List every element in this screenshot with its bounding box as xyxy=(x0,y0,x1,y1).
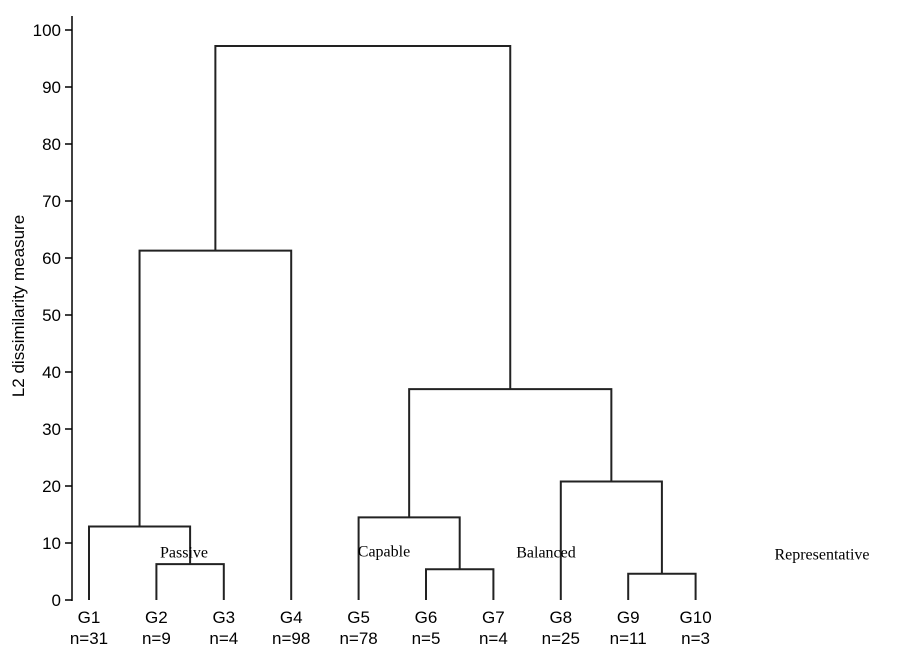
leaf-count-label: n=9 xyxy=(142,629,171,648)
leaf-label: G3 xyxy=(212,608,235,627)
dendrogram-link xyxy=(214,44,512,390)
leaf-labels: G1 n=31 G2 n=9 G3 n=4 G4 n=98 G5 n=78 G6 n=5 G7 n=4 G8… xyxy=(70,608,712,648)
y-tick-label: 70 xyxy=(42,192,61,211)
leaf-count-label: n=11 xyxy=(610,629,647,648)
leaf-count-label: n=4 xyxy=(209,629,238,648)
dendrogram-link xyxy=(155,563,225,600)
dendrogram-link xyxy=(408,388,613,518)
leaf-count-label: n=31 xyxy=(70,629,108,648)
cluster-annotation: Passive xyxy=(160,545,208,562)
cluster-annotation: Representative xyxy=(774,546,869,563)
leaf-label: G10 xyxy=(680,608,712,627)
leaf-label: G1 xyxy=(78,608,101,627)
y-tick-label: 100 xyxy=(33,21,61,40)
leaf-count-label: n=78 xyxy=(339,629,377,648)
leaf-label: G4 xyxy=(280,608,303,627)
y-tick-label: 80 xyxy=(42,135,61,154)
dendrogram-link xyxy=(559,480,663,600)
leaf-count-label: n=98 xyxy=(272,629,310,648)
leaf-label: G6 xyxy=(415,608,438,627)
y-axis-ticks: 0 10 20 30 40 50 60 70 80 90 100 xyxy=(33,21,72,610)
y-tick-label: 40 xyxy=(42,363,61,382)
y-tick-label: 10 xyxy=(42,534,61,553)
y-axis-title: L2 dissimilarity measure xyxy=(9,215,28,397)
leaf-count-label: n=5 xyxy=(412,629,441,648)
y-tick-label: 60 xyxy=(42,249,61,268)
leaf-count-label: n=25 xyxy=(542,629,580,648)
leaf-label: G5 xyxy=(347,608,370,627)
leaf-label: G8 xyxy=(549,608,572,627)
leaf-count-label: n=3 xyxy=(681,629,710,648)
dendrogram-link xyxy=(627,572,697,600)
y-tick-label: 0 xyxy=(52,591,61,610)
y-tick-label: 50 xyxy=(42,306,61,325)
y-tick-label: 20 xyxy=(42,477,61,496)
leaf-label: G2 xyxy=(145,608,168,627)
dendrogram-links xyxy=(88,44,697,600)
leaf-label: G9 xyxy=(617,608,640,627)
y-tick-label: 90 xyxy=(42,78,61,97)
leaf-count-label: n=4 xyxy=(479,629,508,648)
cluster-annotations: Passive Capable Balanced Representative xyxy=(160,544,870,564)
cluster-annotation: Capable xyxy=(358,544,410,561)
cluster-annotation: Balanced xyxy=(516,545,576,562)
dendrogram-link xyxy=(425,568,495,600)
y-tick-label: 30 xyxy=(42,420,61,439)
leaf-label: G7 xyxy=(482,608,505,627)
